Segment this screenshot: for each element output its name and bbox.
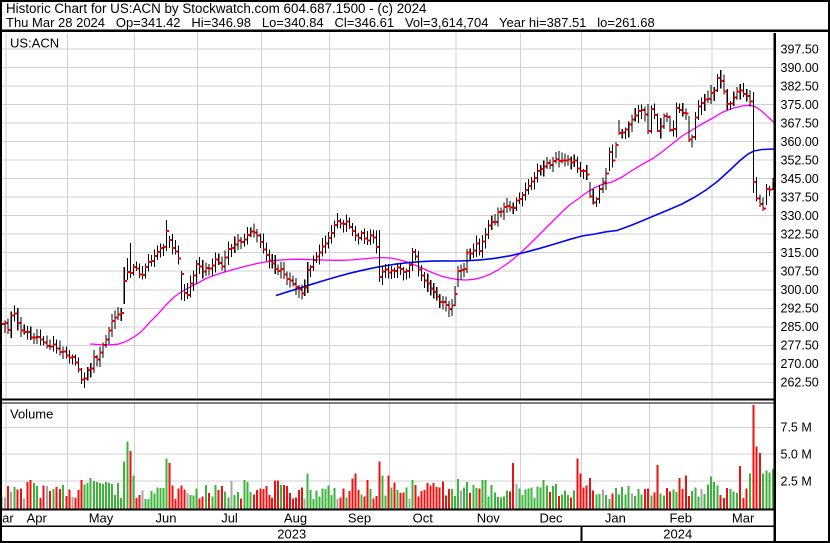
- svg-text:375.00: 375.00: [781, 98, 819, 112]
- svg-text:Nov: Nov: [477, 511, 501, 526]
- svg-text:262.50: 262.50: [781, 376, 819, 390]
- svg-text:Apr: Apr: [27, 511, 48, 526]
- svg-text:2024: 2024: [663, 527, 692, 542]
- svg-text:292.50: 292.50: [781, 302, 819, 316]
- svg-text:285.00: 285.00: [781, 320, 819, 334]
- svg-text:7.5 M: 7.5 M: [781, 421, 812, 435]
- svg-text:Jun: Jun: [156, 511, 177, 526]
- svg-text:345.00: 345.00: [781, 172, 819, 186]
- svg-text:397.50: 397.50: [781, 42, 819, 56]
- svg-text:270.00: 270.00: [781, 357, 819, 371]
- svg-text:330.00: 330.00: [781, 209, 819, 223]
- svg-text:Volume: Volume: [10, 407, 53, 422]
- svg-text:Historic Chart for US:ACN by S: Historic Chart for US:ACN by Stockwatch.…: [6, 1, 427, 16]
- svg-text:Aug: Aug: [284, 511, 307, 526]
- svg-text:315.00: 315.00: [781, 246, 819, 260]
- svg-text:390.00: 390.00: [781, 61, 819, 75]
- svg-text:Feb: Feb: [670, 511, 692, 526]
- svg-text:5.0 M: 5.0 M: [781, 448, 812, 462]
- svg-text:Thu Mar 28 2024 Op=341.42: Thu Mar 28 2024 Op=341.42 Hi=346.98 Lo=3…: [6, 15, 655, 30]
- svg-text:2.5 M: 2.5 M: [781, 474, 812, 488]
- svg-text:Jul: Jul: [221, 511, 238, 526]
- svg-text:307.50: 307.50: [781, 265, 819, 279]
- svg-text:367.50: 367.50: [781, 116, 819, 130]
- svg-text:337.50: 337.50: [781, 190, 819, 204]
- svg-text:Mar: Mar: [732, 511, 755, 526]
- svg-text:300.00: 300.00: [781, 283, 819, 297]
- svg-text:322.50: 322.50: [781, 228, 819, 242]
- svg-text:352.50: 352.50: [781, 153, 819, 167]
- svg-text:Mar: Mar: [0, 511, 14, 526]
- svg-text:US:ACN: US:ACN: [10, 36, 59, 51]
- svg-text:Sep: Sep: [348, 511, 371, 526]
- svg-text:Oct: Oct: [413, 511, 434, 526]
- svg-text:Dec: Dec: [539, 511, 563, 526]
- svg-text:360.00: 360.00: [781, 135, 819, 149]
- svg-text:2023: 2023: [277, 527, 306, 542]
- svg-text:277.50: 277.50: [781, 339, 819, 353]
- svg-text:Jan: Jan: [605, 511, 626, 526]
- svg-text:May: May: [89, 511, 114, 526]
- svg-text:382.50: 382.50: [781, 79, 819, 93]
